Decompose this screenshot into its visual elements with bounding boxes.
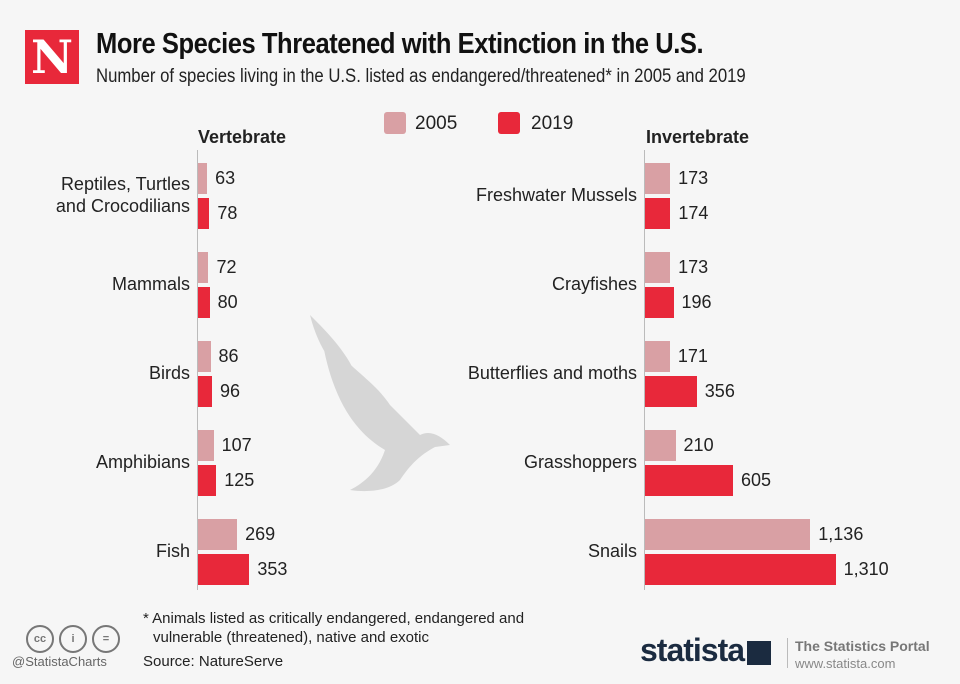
value-label-2019: 356 [704, 381, 735, 401]
statista-logo-icon [747, 641, 771, 665]
divider [787, 638, 788, 668]
value-label-2005: 72 [216, 257, 237, 277]
bar-2005 [198, 163, 208, 194]
category-label: Snails [587, 541, 637, 561]
category-label: Birds [148, 363, 190, 383]
bar-2019 [198, 465, 217, 496]
category-label: Grasshoppers [523, 452, 637, 472]
bar-2005 [198, 430, 214, 461]
bar-2019 [645, 465, 734, 496]
value-label-2005: 63 [215, 168, 236, 188]
bar-2019 [645, 376, 697, 407]
value-label-2019: 174 [678, 203, 709, 223]
statista-logo: statista [640, 632, 745, 668]
legend-label-2005: 2005 [415, 113, 458, 134]
axis-line [644, 150, 645, 590]
category-label: Reptiles, Turtles and Crocodilians [55, 174, 190, 216]
chart-subtitle: Number of species living in the U.S. lis… [96, 66, 746, 87]
bar-2019 [198, 287, 210, 318]
value-label-2019: 196 [681, 292, 712, 312]
category-label: Butterflies and moths [467, 363, 637, 383]
footnote-line2: vulnerable (threatened), native and exot… [153, 629, 430, 646]
value-label-2019: 125 [224, 470, 255, 490]
axis-line [197, 150, 198, 590]
bar-2005 [198, 341, 211, 372]
value-label-2005: 173 [678, 168, 709, 188]
bar-2005 [645, 252, 671, 283]
category-label: Crayfishes [551, 274, 637, 294]
section-title: Invertebrate [646, 127, 750, 147]
bar-2019 [198, 198, 210, 229]
category-label: Mammals [111, 274, 190, 294]
eagle-silhouette-icon [310, 315, 450, 492]
newsweek-logo: N [25, 30, 79, 84]
value-label-2005: 269 [245, 524, 276, 544]
value-label-2019: 78 [217, 203, 238, 223]
value-label-2019: 96 [219, 381, 240, 401]
footnote-line1: * Animals listed as critically endangere… [143, 610, 525, 627]
value-label-2019: 1,310 [843, 559, 889, 579]
category-label: Freshwater Mussels [475, 185, 637, 205]
value-label-2005: 210 [683, 435, 714, 455]
statista-handle: @StatistaCharts [12, 654, 107, 669]
bar-2005 [645, 430, 676, 461]
value-label-2005: 86 [218, 346, 239, 366]
value-label-2019: 353 [257, 559, 288, 579]
legend-label-2019: 2019 [531, 113, 574, 134]
category-label: Amphibians [95, 452, 190, 472]
portal-label: The Statistics Portal [795, 638, 930, 654]
value-label-2005: 107 [221, 435, 252, 455]
value-label-2019: 80 [217, 292, 238, 312]
bar-2005 [645, 519, 811, 550]
source: Source: NatureServe [143, 653, 284, 670]
bar-2019 [198, 554, 250, 585]
legend-swatch-2005 [384, 112, 406, 134]
bar-2019 [645, 198, 671, 229]
legend-swatch-2019 [498, 112, 520, 134]
value-label-2005: 171 [677, 346, 708, 366]
bar-2005 [198, 252, 209, 283]
bar-2019 [198, 376, 212, 407]
bar-2005 [645, 341, 670, 372]
value-label-2019: 605 [741, 470, 772, 490]
cc-license-icon: cc [26, 625, 54, 653]
category-label: Fish [155, 541, 190, 561]
attribution-icon: i [59, 625, 87, 653]
chart-title: More Species Threatened with Extinction … [96, 28, 704, 60]
bar-2019 [645, 554, 836, 585]
section-title: Vertebrate [198, 127, 287, 147]
bar-2005 [198, 519, 238, 550]
no-derivatives-icon: = [92, 625, 120, 653]
value-label-2005: 173 [678, 257, 709, 277]
value-label-2005: 1,136 [818, 524, 864, 544]
statista-url[interactable]: www.statista.com [795, 656, 896, 671]
bar-2019 [645, 287, 674, 318]
bar-2005 [645, 163, 671, 194]
